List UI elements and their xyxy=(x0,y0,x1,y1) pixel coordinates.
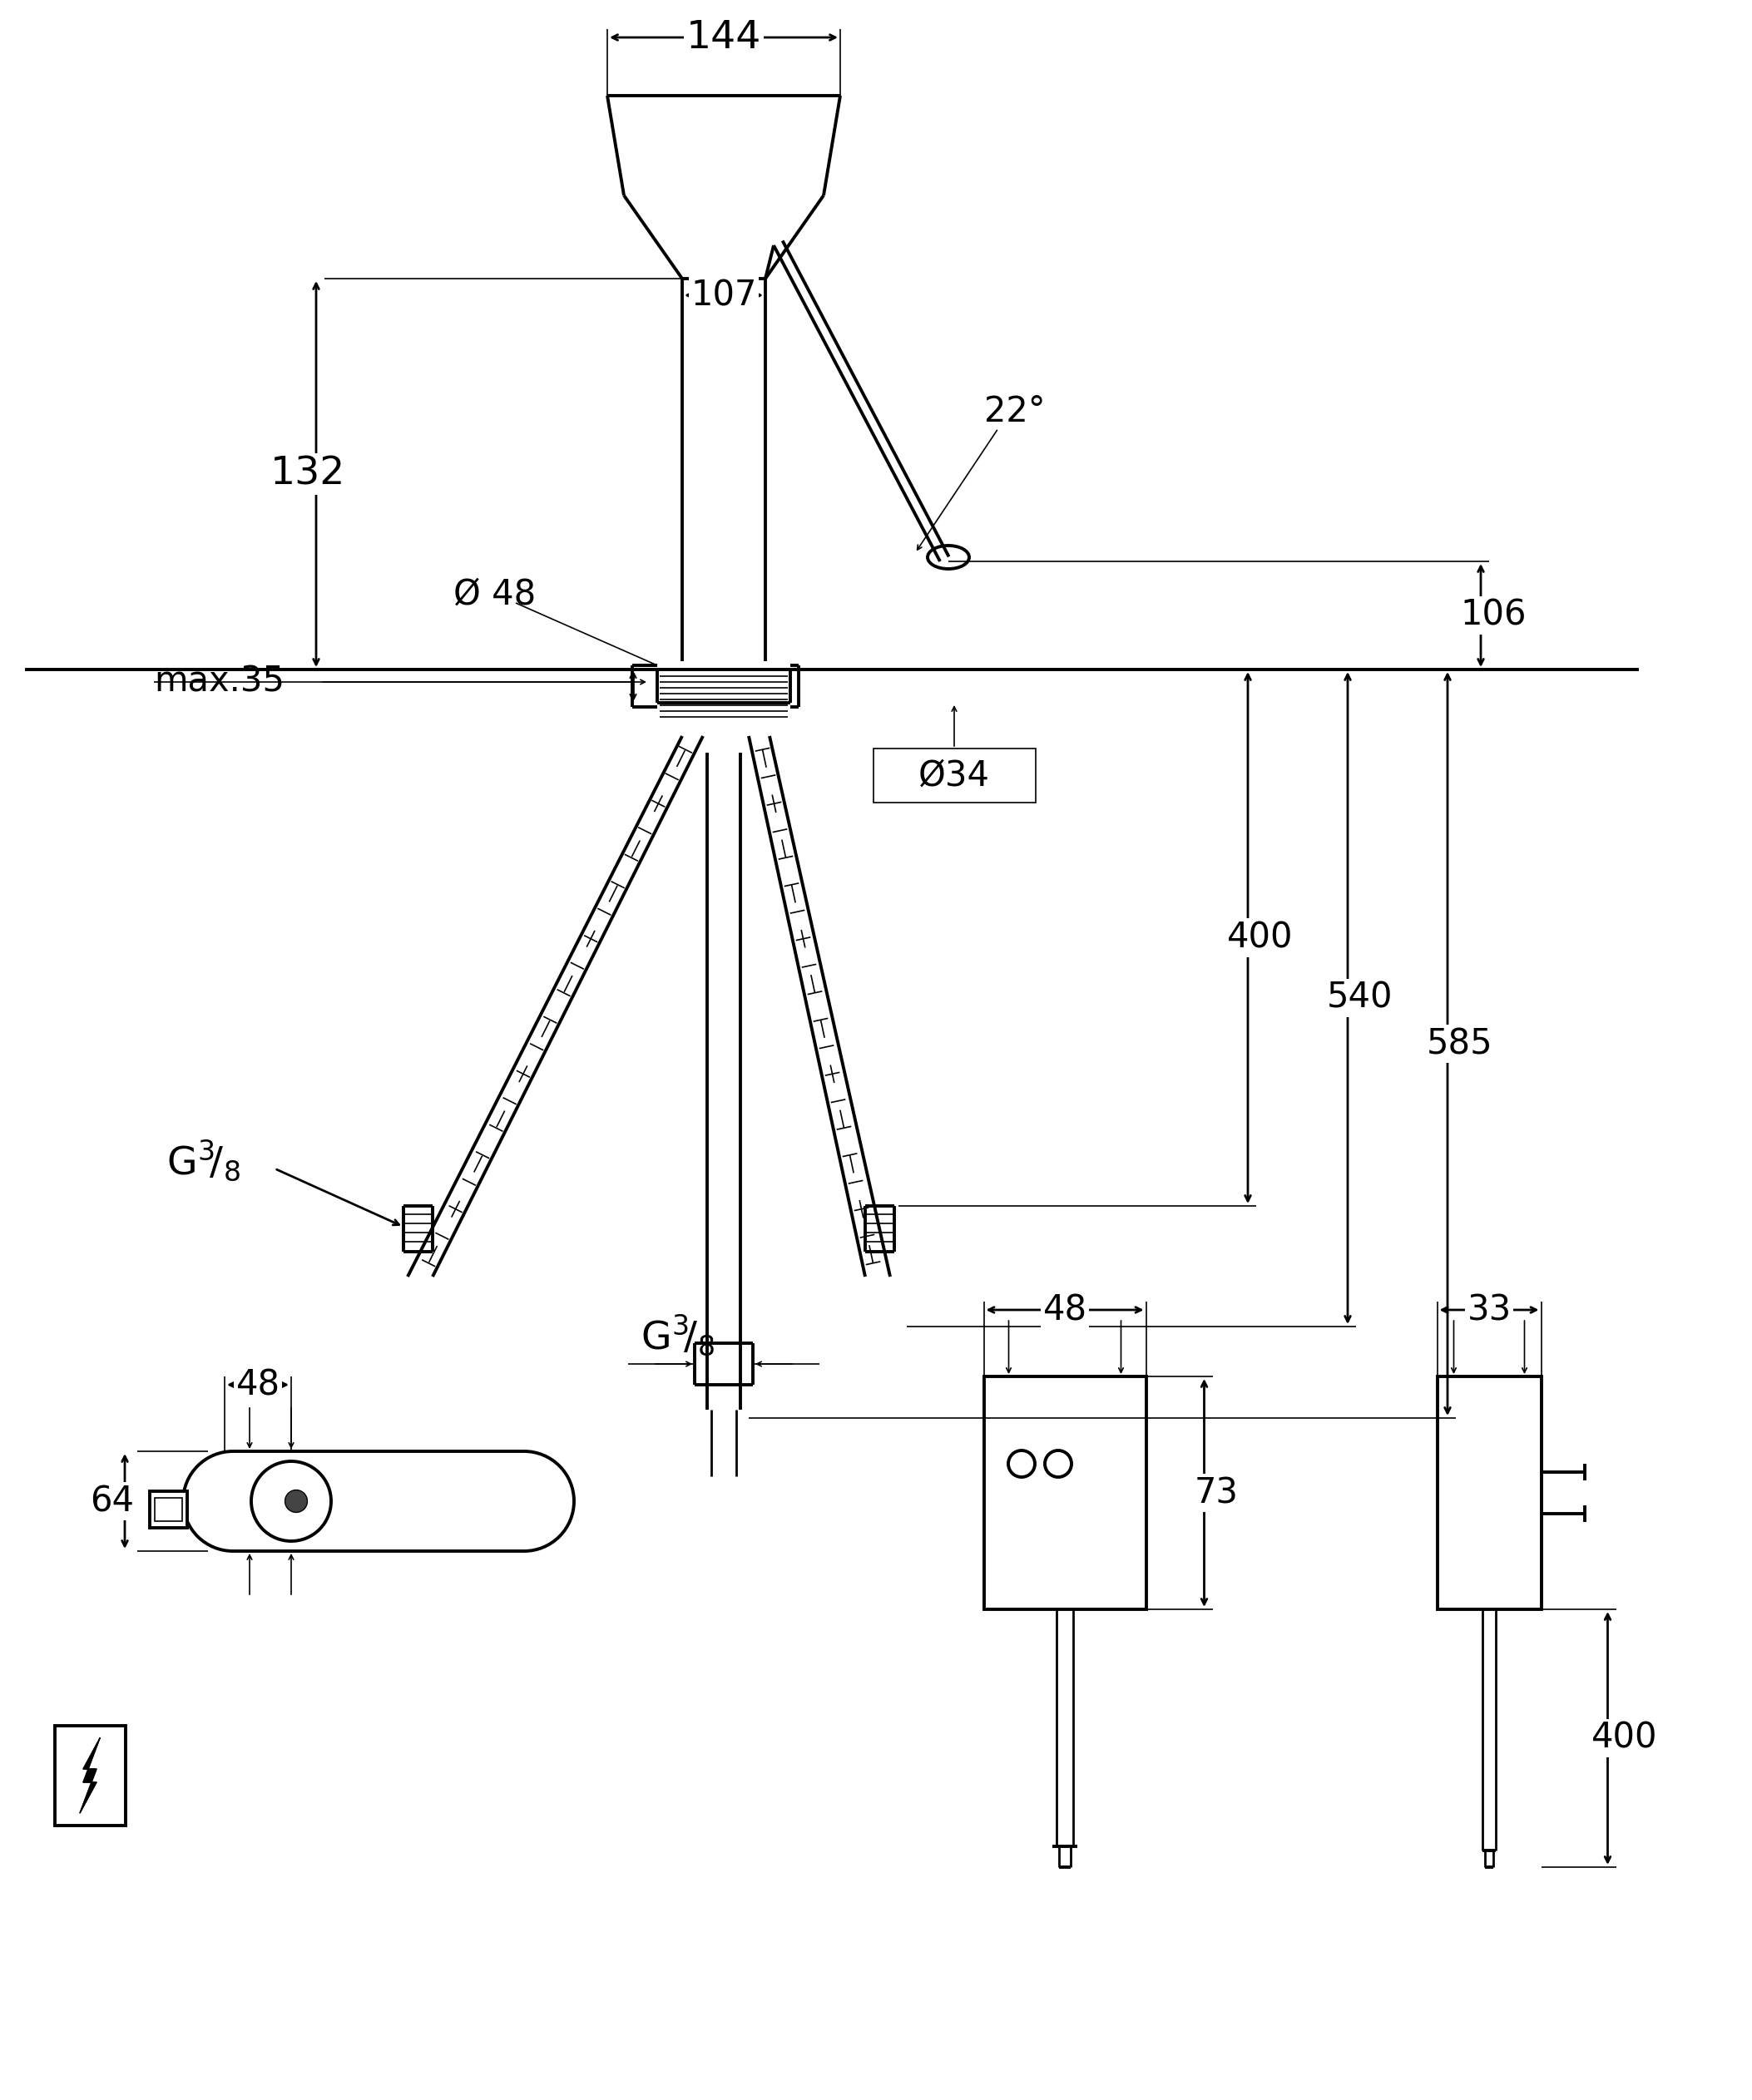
Polygon shape xyxy=(81,1739,100,1812)
Circle shape xyxy=(286,1491,307,1512)
Text: 48: 48 xyxy=(1042,1292,1086,1327)
Text: 64: 64 xyxy=(91,1485,135,1518)
Text: 144: 144 xyxy=(687,19,762,57)
Text: 73: 73 xyxy=(1195,1476,1239,1510)
Bar xyxy=(874,748,1035,802)
Text: G$^3\!/_8$: G$^3\!/_8$ xyxy=(166,1138,240,1182)
Text: 132: 132 xyxy=(270,456,345,493)
Text: 106: 106 xyxy=(1459,598,1526,632)
Text: max.35: max.35 xyxy=(154,664,284,699)
Text: 33: 33 xyxy=(1466,1292,1512,1327)
Text: 540: 540 xyxy=(1326,981,1393,1016)
Text: 400: 400 xyxy=(1591,1720,1657,1756)
Text: 107: 107 xyxy=(690,277,757,313)
Text: G$^3\!/_8$: G$^3\!/_8$ xyxy=(641,1312,715,1357)
Bar xyxy=(983,1376,1146,1609)
Bar xyxy=(54,1726,124,1825)
Text: 400: 400 xyxy=(1226,920,1293,956)
Text: 48: 48 xyxy=(237,1367,280,1403)
Bar xyxy=(154,1497,182,1520)
Bar xyxy=(149,1491,187,1529)
Text: Ø34: Ø34 xyxy=(918,758,990,794)
Text: Ø 48: Ø 48 xyxy=(454,578,536,611)
Text: 22°: 22° xyxy=(985,395,1046,428)
Text: 585: 585 xyxy=(1426,1027,1493,1060)
Bar xyxy=(1437,1376,1542,1609)
